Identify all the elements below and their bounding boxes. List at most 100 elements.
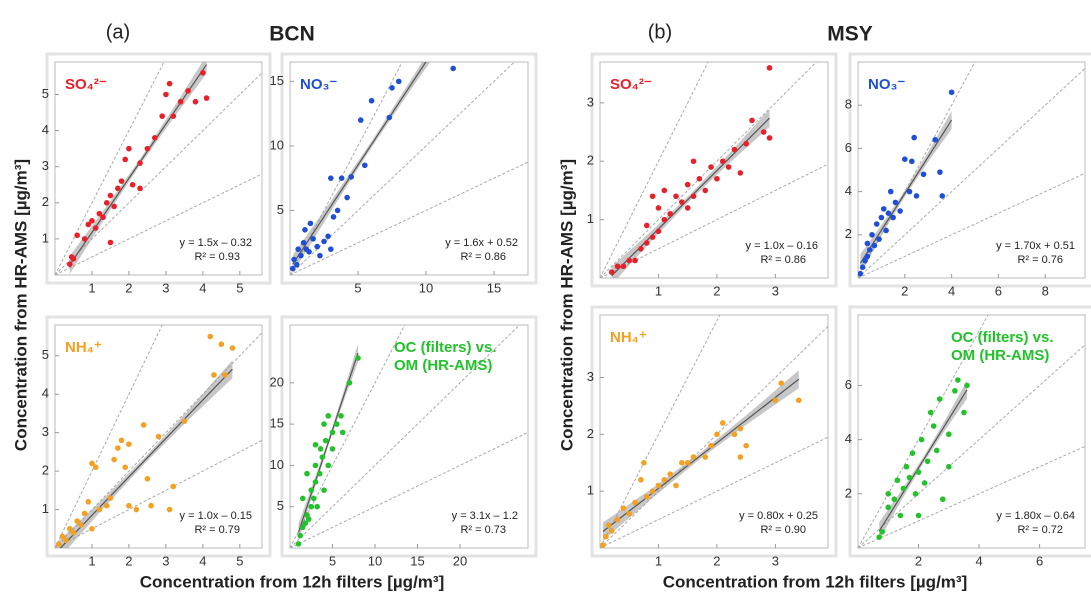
y-tick-label: 3: [42, 158, 49, 173]
fit-line: [602, 378, 800, 532]
y-tick-label: 2: [587, 426, 594, 441]
x-axis-label: Concentration from 12h filters [µg/m³]: [663, 572, 967, 591]
data-point: [304, 470, 310, 477]
data-point: [885, 491, 892, 497]
data-point: [111, 456, 117, 463]
data-point: [126, 441, 132, 447]
data-point: [605, 522, 612, 529]
data-point: [932, 136, 939, 143]
confidence-band: [58, 360, 233, 548]
data-point: [74, 232, 80, 239]
data-point: [192, 98, 199, 105]
data-point: [107, 495, 114, 501]
data-point: [103, 502, 110, 509]
data-point: [328, 175, 334, 181]
data-point: [643, 240, 650, 246]
data-point: [862, 257, 868, 264]
data-point: [89, 460, 95, 467]
legend-entry: SO₄²⁻: [65, 76, 107, 93]
data-point: [866, 247, 873, 253]
x-axis-label: Concentration from 12h filters [µg/m³]: [140, 572, 444, 591]
x-tick-label: 8: [1042, 283, 1049, 298]
reference-line: [290, 161, 528, 275]
data-point: [891, 496, 898, 503]
x-tick-label: 6: [995, 283, 1002, 298]
data-point: [638, 477, 644, 483]
data-point: [952, 388, 958, 394]
data-point: [177, 98, 184, 105]
data-point: [170, 113, 177, 119]
data-point: [632, 257, 638, 264]
y-tick-label: 2: [587, 153, 594, 168]
data-point: [643, 494, 650, 500]
y-tick-label: 5: [42, 347, 49, 362]
y-tick-label: 4: [42, 386, 49, 401]
data-point: [879, 528, 886, 535]
y-tick-label: 4: [845, 431, 852, 446]
r-squared: R² = 0.76: [1017, 254, 1063, 266]
data-point: [312, 462, 319, 469]
data-point: [200, 70, 206, 76]
data-point: [152, 135, 158, 141]
fit-line: [292, 62, 427, 265]
data-point: [749, 117, 755, 124]
data-point: [291, 256, 297, 263]
data-point: [300, 239, 307, 246]
data-point: [330, 214, 337, 220]
data-point: [859, 264, 866, 271]
fit-equation: y = 0.80x + 0.25: [739, 510, 818, 522]
data-point: [603, 533, 609, 540]
reference-line: [600, 436, 828, 548]
panel-frame: [590, 52, 838, 288]
y-axis-label: Concentration from HR-AMS [µg/m³]: [11, 159, 30, 451]
data-point: [357, 117, 364, 123]
data-point: [329, 429, 336, 436]
data-point: [319, 454, 326, 460]
data-point: [311, 495, 317, 502]
y-tick-label: 6: [845, 140, 852, 155]
fit-line: [59, 368, 233, 548]
data-point: [55, 541, 62, 547]
data-point: [314, 243, 321, 250]
r-squared: R² = 0.93: [194, 251, 240, 263]
data-point: [144, 145, 151, 152]
data-point: [126, 502, 132, 509]
data-point: [933, 447, 940, 454]
plot-content: [858, 315, 1085, 548]
data-point: [626, 511, 633, 517]
data-point: [880, 206, 887, 212]
data-point: [325, 413, 332, 419]
reference-line: [858, 344, 1085, 548]
data-point: [684, 459, 691, 466]
data-point: [887, 188, 894, 195]
data-point: [81, 236, 88, 242]
x-tick-label: 5: [354, 280, 361, 295]
data-point: [897, 512, 904, 519]
y-tick-label: 15: [270, 416, 284, 431]
data-point: [684, 205, 691, 211]
r-squared: R² = 0.72: [1017, 524, 1063, 536]
y-tick-label: 3: [587, 369, 594, 384]
data-point: [66, 261, 73, 267]
data-point: [679, 199, 685, 205]
data-point: [295, 541, 302, 547]
x-tick-label: 2: [713, 283, 720, 298]
reference-line: [600, 163, 828, 278]
data-point: [290, 265, 296, 272]
data-point: [302, 227, 308, 233]
y-tick-label: 10: [270, 457, 284, 472]
data-point: [894, 477, 901, 484]
reference-line: [290, 431, 528, 548]
reference-line: [290, 62, 403, 275]
x-tick-label: 5: [236, 280, 243, 295]
data-point: [885, 210, 892, 216]
data-point: [643, 222, 650, 229]
x-tick-label: 2: [125, 280, 132, 295]
data-point: [96, 210, 103, 217]
data-point: [600, 542, 606, 548]
plot-content: [290, 62, 528, 275]
data-point: [321, 421, 327, 427]
data-point: [876, 534, 882, 540]
data-point: [725, 164, 732, 170]
x-tick-label: 6: [1036, 553, 1043, 568]
